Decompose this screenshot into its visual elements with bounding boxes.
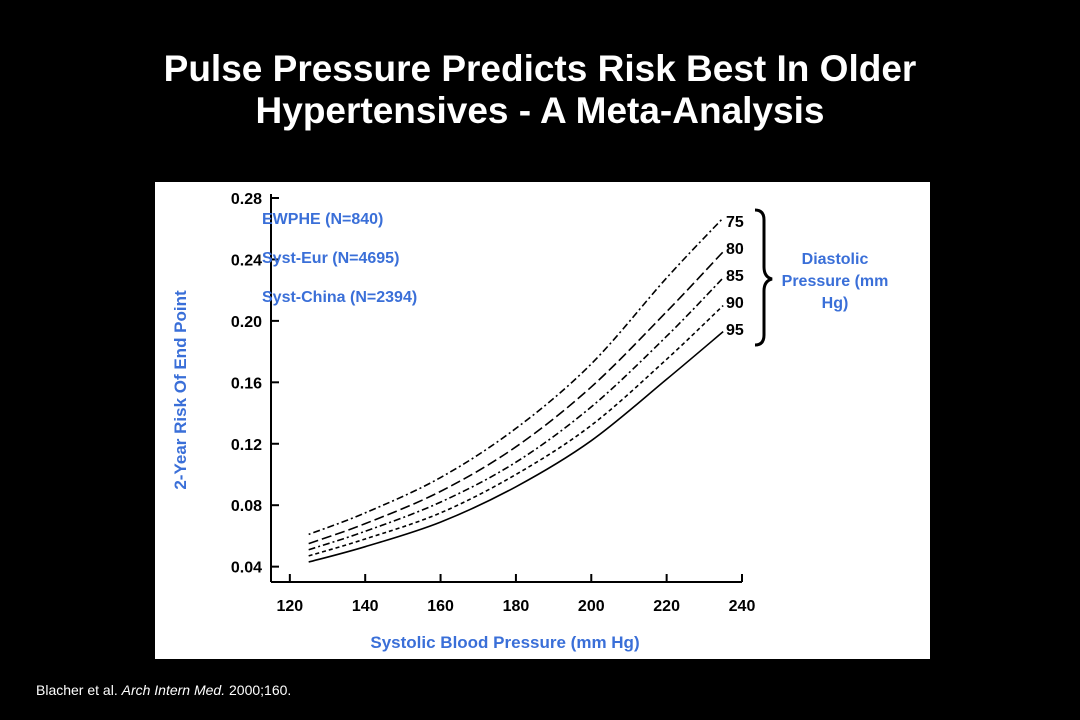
slide-title-line-2: Hypertensives - A Meta-Analysis: [255, 90, 825, 131]
series-label-75: 75: [726, 214, 744, 231]
y-tick-label-2: 0.12: [231, 437, 262, 454]
x-tick-label-3: 180: [503, 598, 530, 615]
y-tick-label-6: 0.28: [231, 191, 262, 208]
legend-title: Diastolic Pressure (mm Hg): [782, 251, 889, 312]
slide-title-line-1: Pulse Pressure Predicts Risk Best In Old…: [163, 48, 917, 89]
x-tick-label-0: 120: [276, 598, 303, 615]
curve-diastolic-75: [308, 217, 724, 536]
series-label-95: 95: [726, 322, 744, 339]
legend-title-line-0: Diastolic: [802, 251, 869, 268]
citation-journal: Arch Intern Med.: [121, 682, 226, 698]
y-tick-label-3: 0.16: [231, 375, 262, 392]
curve-diastolic-90: [308, 304, 724, 557]
axes: [270, 194, 743, 583]
legend-title-line-2: Hg): [822, 295, 849, 312]
series-label-85: 85: [726, 268, 744, 285]
legend-brace: [754, 208, 773, 347]
chart-labels: 0.04 0.08 0.12 0.16 0.20 0.24 0.28 120 140 160 180…: [171, 191, 888, 652]
citation: Blacher et al. Arch Intern Med. 2000;160…: [36, 682, 291, 698]
x-tick-label-2: 160: [427, 598, 454, 615]
legend-title-line-1: Pressure (mm: [782, 273, 889, 290]
series-label-90: 90: [726, 295, 744, 312]
x-tick-label-4: 200: [578, 598, 605, 615]
curve-diastolic-85: [308, 277, 724, 551]
citation-rest: 2000;160.: [225, 682, 292, 698]
curve-diastolic-95: [308, 331, 724, 563]
y-tick-label-1: 0.08: [231, 498, 262, 515]
y-tick-label-4: 0.20: [231, 314, 262, 331]
citation-authors: Blacher et al.: [36, 682, 122, 698]
slide-title: Pulse Pressure Predicts Risk Best In Old…: [40, 48, 1040, 132]
x-tick-label-6: 240: [729, 598, 756, 615]
trial-label-1: Syst-Eur (N=4695): [262, 250, 399, 267]
chart-panel: 0.04 0.08 0.12 0.16 0.20 0.24 0.28 120 140 160 180…: [155, 182, 930, 659]
y-tick-label-5: 0.24: [231, 252, 262, 269]
risk-curves: [308, 217, 724, 563]
trial-label-0: EWPHE (N=840): [262, 211, 383, 228]
risk-chart: 0.04 0.08 0.12 0.16 0.20 0.24 0.28 120 140 160 180…: [171, 191, 888, 652]
series-label-80: 80: [726, 241, 744, 258]
x-axis-label: Systolic Blood Pressure (mm Hg): [370, 633, 639, 652]
x-tick-label-5: 220: [653, 598, 680, 615]
y-tick-label-0: 0.04: [231, 560, 262, 577]
x-tick-label-1: 140: [352, 598, 379, 615]
y-axis-label: 2-Year Risk Of End Point: [171, 290, 190, 490]
trial-label-2: Syst-China (N=2394): [262, 289, 417, 306]
